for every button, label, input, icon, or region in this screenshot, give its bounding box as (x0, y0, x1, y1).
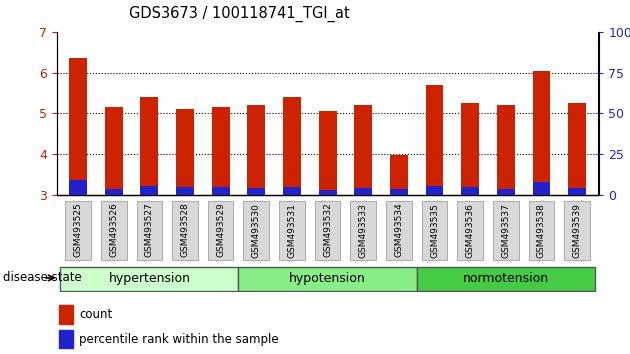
Bar (283, 97, 301, 195)
FancyBboxPatch shape (315, 201, 340, 261)
Bar (140, 186, 158, 195)
Bar (69, 181, 87, 195)
Bar (461, 103, 479, 195)
Bar (497, 189, 515, 195)
Text: normotension: normotension (463, 272, 549, 285)
Bar (176, 109, 194, 195)
Text: GSM493539: GSM493539 (573, 202, 581, 258)
Text: GSM493527: GSM493527 (145, 203, 154, 257)
FancyBboxPatch shape (208, 201, 234, 261)
FancyBboxPatch shape (493, 201, 518, 261)
FancyBboxPatch shape (457, 201, 483, 261)
FancyBboxPatch shape (529, 201, 554, 261)
Text: GSM493536: GSM493536 (466, 202, 474, 258)
Bar (59, 330, 73, 348)
FancyBboxPatch shape (243, 201, 269, 261)
Bar (212, 107, 229, 195)
Text: GSM493525: GSM493525 (74, 203, 83, 257)
Bar (212, 187, 229, 195)
Bar (426, 85, 444, 195)
Bar (319, 111, 336, 195)
FancyBboxPatch shape (60, 267, 239, 291)
FancyBboxPatch shape (350, 201, 376, 261)
FancyBboxPatch shape (386, 201, 412, 261)
FancyBboxPatch shape (416, 267, 595, 291)
Text: count: count (79, 308, 113, 321)
FancyBboxPatch shape (564, 201, 590, 261)
Text: GSM493528: GSM493528 (181, 203, 190, 257)
FancyBboxPatch shape (137, 201, 162, 261)
Text: percentile rank within the sample: percentile rank within the sample (79, 333, 279, 346)
Text: GSM493531: GSM493531 (287, 202, 297, 258)
Bar (69, 58, 87, 195)
Text: hypertension: hypertension (108, 272, 190, 285)
FancyBboxPatch shape (421, 201, 447, 261)
FancyBboxPatch shape (279, 201, 305, 261)
Text: GSM493529: GSM493529 (216, 203, 225, 257)
Text: GSM493533: GSM493533 (358, 202, 368, 258)
Text: hypotension: hypotension (289, 272, 366, 285)
Bar (354, 188, 372, 195)
Text: GSM493532: GSM493532 (323, 203, 332, 257)
Bar (105, 189, 123, 195)
FancyBboxPatch shape (101, 201, 127, 261)
Bar (532, 70, 551, 195)
Text: GSM493538: GSM493538 (537, 202, 546, 258)
Text: GSM493534: GSM493534 (394, 203, 403, 257)
Bar (568, 188, 586, 195)
Text: GDS3673 / 100118741_TGI_at: GDS3673 / 100118741_TGI_at (129, 5, 350, 22)
Bar (461, 187, 479, 195)
Bar (532, 182, 551, 195)
Text: GSM493535: GSM493535 (430, 202, 439, 258)
Text: GSM493530: GSM493530 (252, 202, 261, 258)
Bar (497, 105, 515, 195)
Bar (390, 189, 408, 195)
FancyBboxPatch shape (66, 201, 91, 261)
Text: GSM493537: GSM493537 (501, 202, 510, 258)
Bar (283, 187, 301, 195)
Bar (248, 105, 265, 195)
Bar (354, 105, 372, 195)
Bar (568, 103, 586, 195)
Bar (140, 97, 158, 195)
Bar (59, 305, 73, 324)
Text: GSM493526: GSM493526 (109, 203, 118, 257)
Bar (426, 186, 444, 195)
FancyBboxPatch shape (239, 267, 416, 291)
Bar (105, 107, 123, 195)
Bar (390, 155, 408, 195)
FancyBboxPatch shape (172, 201, 198, 261)
Bar (248, 188, 265, 195)
Text: disease state: disease state (3, 272, 82, 284)
Bar (319, 190, 336, 195)
Bar (176, 187, 194, 195)
